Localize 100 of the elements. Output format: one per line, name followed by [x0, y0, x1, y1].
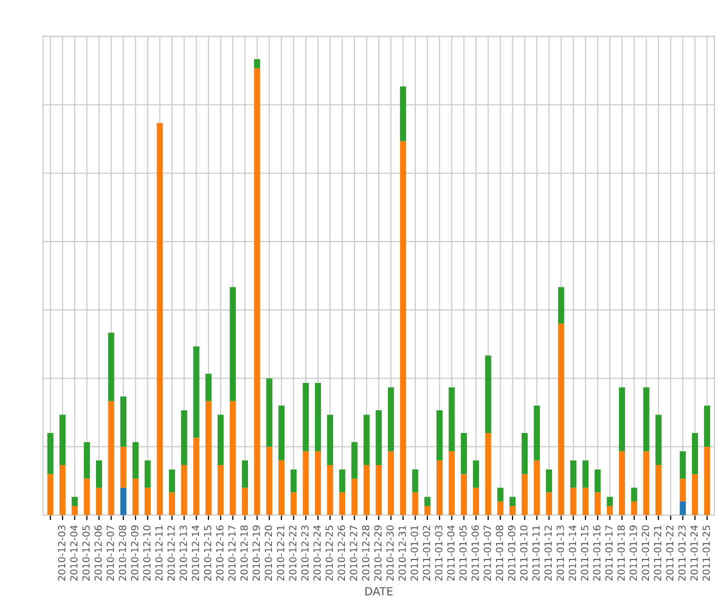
- bar: [594, 492, 601, 516]
- x-axis-title: DATE: [365, 587, 392, 596]
- bar: [132, 478, 139, 516]
- bar: [522, 433, 528, 474]
- x-tick-label: 2011-01-09: [508, 526, 516, 581]
- x-tick-label: 2010-12-04: [70, 525, 78, 581]
- bar: [522, 474, 528, 516]
- bar: [193, 346, 200, 438]
- x-tick-label: 2010-12-11: [155, 526, 163, 581]
- bar: [218, 464, 224, 516]
- bar: [266, 378, 272, 447]
- bar: [278, 406, 284, 460]
- bar: [473, 488, 480, 516]
- x-tick-label: 2010-12-07: [106, 526, 114, 581]
- bar: [314, 451, 321, 516]
- bar: [218, 414, 224, 465]
- bar: [96, 488, 102, 516]
- bar: [120, 446, 126, 488]
- bar: [84, 442, 90, 479]
- x-tick-label: 2011-01-22: [666, 526, 674, 581]
- x-tick-label: 2010-12-18: [240, 525, 248, 581]
- bar: [327, 414, 334, 465]
- bar: [242, 460, 248, 488]
- x-tick-label: 2011-01-24: [690, 525, 698, 581]
- bar: [400, 141, 406, 516]
- bar: [376, 410, 382, 465]
- bar: [120, 396, 126, 447]
- bar: [485, 356, 492, 434]
- bar: [181, 464, 188, 516]
- x-tick-label: 2011-01-16: [593, 525, 600, 581]
- bar: [388, 451, 394, 516]
- x-tick-label: 2011-01-02: [422, 526, 430, 581]
- bar: [412, 492, 418, 516]
- bar: [351, 478, 358, 516]
- bar: [546, 470, 552, 492]
- bar: [424, 496, 430, 506]
- x-tick-label: 2010-12-13: [180, 526, 187, 581]
- x-tick-label: 2011-01-10: [520, 525, 528, 581]
- x-tick-label: 2011-01-17: [605, 526, 613, 581]
- bar: [558, 287, 564, 324]
- x-tick-label: 2010-12-12: [167, 526, 175, 581]
- bar: [546, 492, 552, 516]
- bar: [448, 387, 455, 452]
- bar: [193, 438, 200, 516]
- bar: [388, 387, 394, 452]
- bar: [144, 460, 151, 488]
- bar: [84, 478, 90, 516]
- bar: [655, 414, 662, 465]
- bar: [448, 451, 455, 516]
- bar: [460, 433, 467, 474]
- bar: [704, 446, 710, 516]
- bar: [436, 460, 443, 516]
- x-tick-label: 2010-12-26: [338, 525, 346, 581]
- bar: [680, 451, 686, 479]
- x-tick-label: 2011-01-05: [459, 526, 467, 581]
- bar: [168, 492, 176, 516]
- bar: [618, 451, 626, 516]
- x-tick-label: 2010-12-09: [130, 526, 138, 581]
- x-tick-label: 2010-12-22: [289, 526, 296, 581]
- bar: [60, 464, 66, 516]
- bar: [509, 496, 516, 506]
- bar: [266, 446, 272, 516]
- bar: [364, 464, 370, 516]
- x-tick-label: 2011-01-14: [568, 525, 576, 581]
- bar: [534, 460, 540, 516]
- bar: [424, 506, 430, 516]
- x-tick-label: 2010-12-24: [313, 525, 321, 581]
- x-tick-label: 2011-01-07: [484, 526, 492, 581]
- x-tick-label: 2011-01-18: [617, 525, 625, 581]
- x-tick-label: 2011-01-11: [532, 526, 540, 581]
- bar: [631, 488, 638, 502]
- bar: [643, 451, 650, 516]
- x-tick-label: 2010-12-28: [362, 525, 370, 581]
- x-tick-label: 2010-12-10: [143, 525, 150, 581]
- bar: [704, 406, 710, 447]
- x-tick-label: 2011-01-03: [435, 526, 442, 581]
- x-tick-label: 2010-12-06: [94, 525, 102, 581]
- bar: [412, 470, 418, 492]
- bar: [290, 492, 297, 516]
- x-tick-label: 2010-12-16: [216, 525, 224, 581]
- bar: [168, 470, 176, 492]
- bar: [132, 442, 139, 479]
- x-tick-label: 2011-01-04: [447, 525, 455, 581]
- bar: [181, 410, 188, 465]
- x-tick-label: 2010-12-08: [118, 525, 126, 581]
- bar: [290, 470, 297, 492]
- bar: [497, 501, 504, 516]
- bar: [534, 406, 540, 460]
- x-tick-label: 2011-01-08: [496, 525, 504, 581]
- bar: [47, 474, 54, 516]
- bar: [254, 59, 260, 68]
- bar: [692, 474, 698, 516]
- x-tick-label: 2010-12-29: [374, 526, 382, 581]
- x-tick-label: 2011-01-01: [410, 526, 418, 581]
- bar: [594, 470, 601, 492]
- bar: [205, 401, 212, 516]
- x-tick-label: 2010-12-31: [398, 526, 406, 581]
- bar: [436, 410, 443, 460]
- bar: [631, 501, 638, 516]
- bar: [558, 324, 564, 516]
